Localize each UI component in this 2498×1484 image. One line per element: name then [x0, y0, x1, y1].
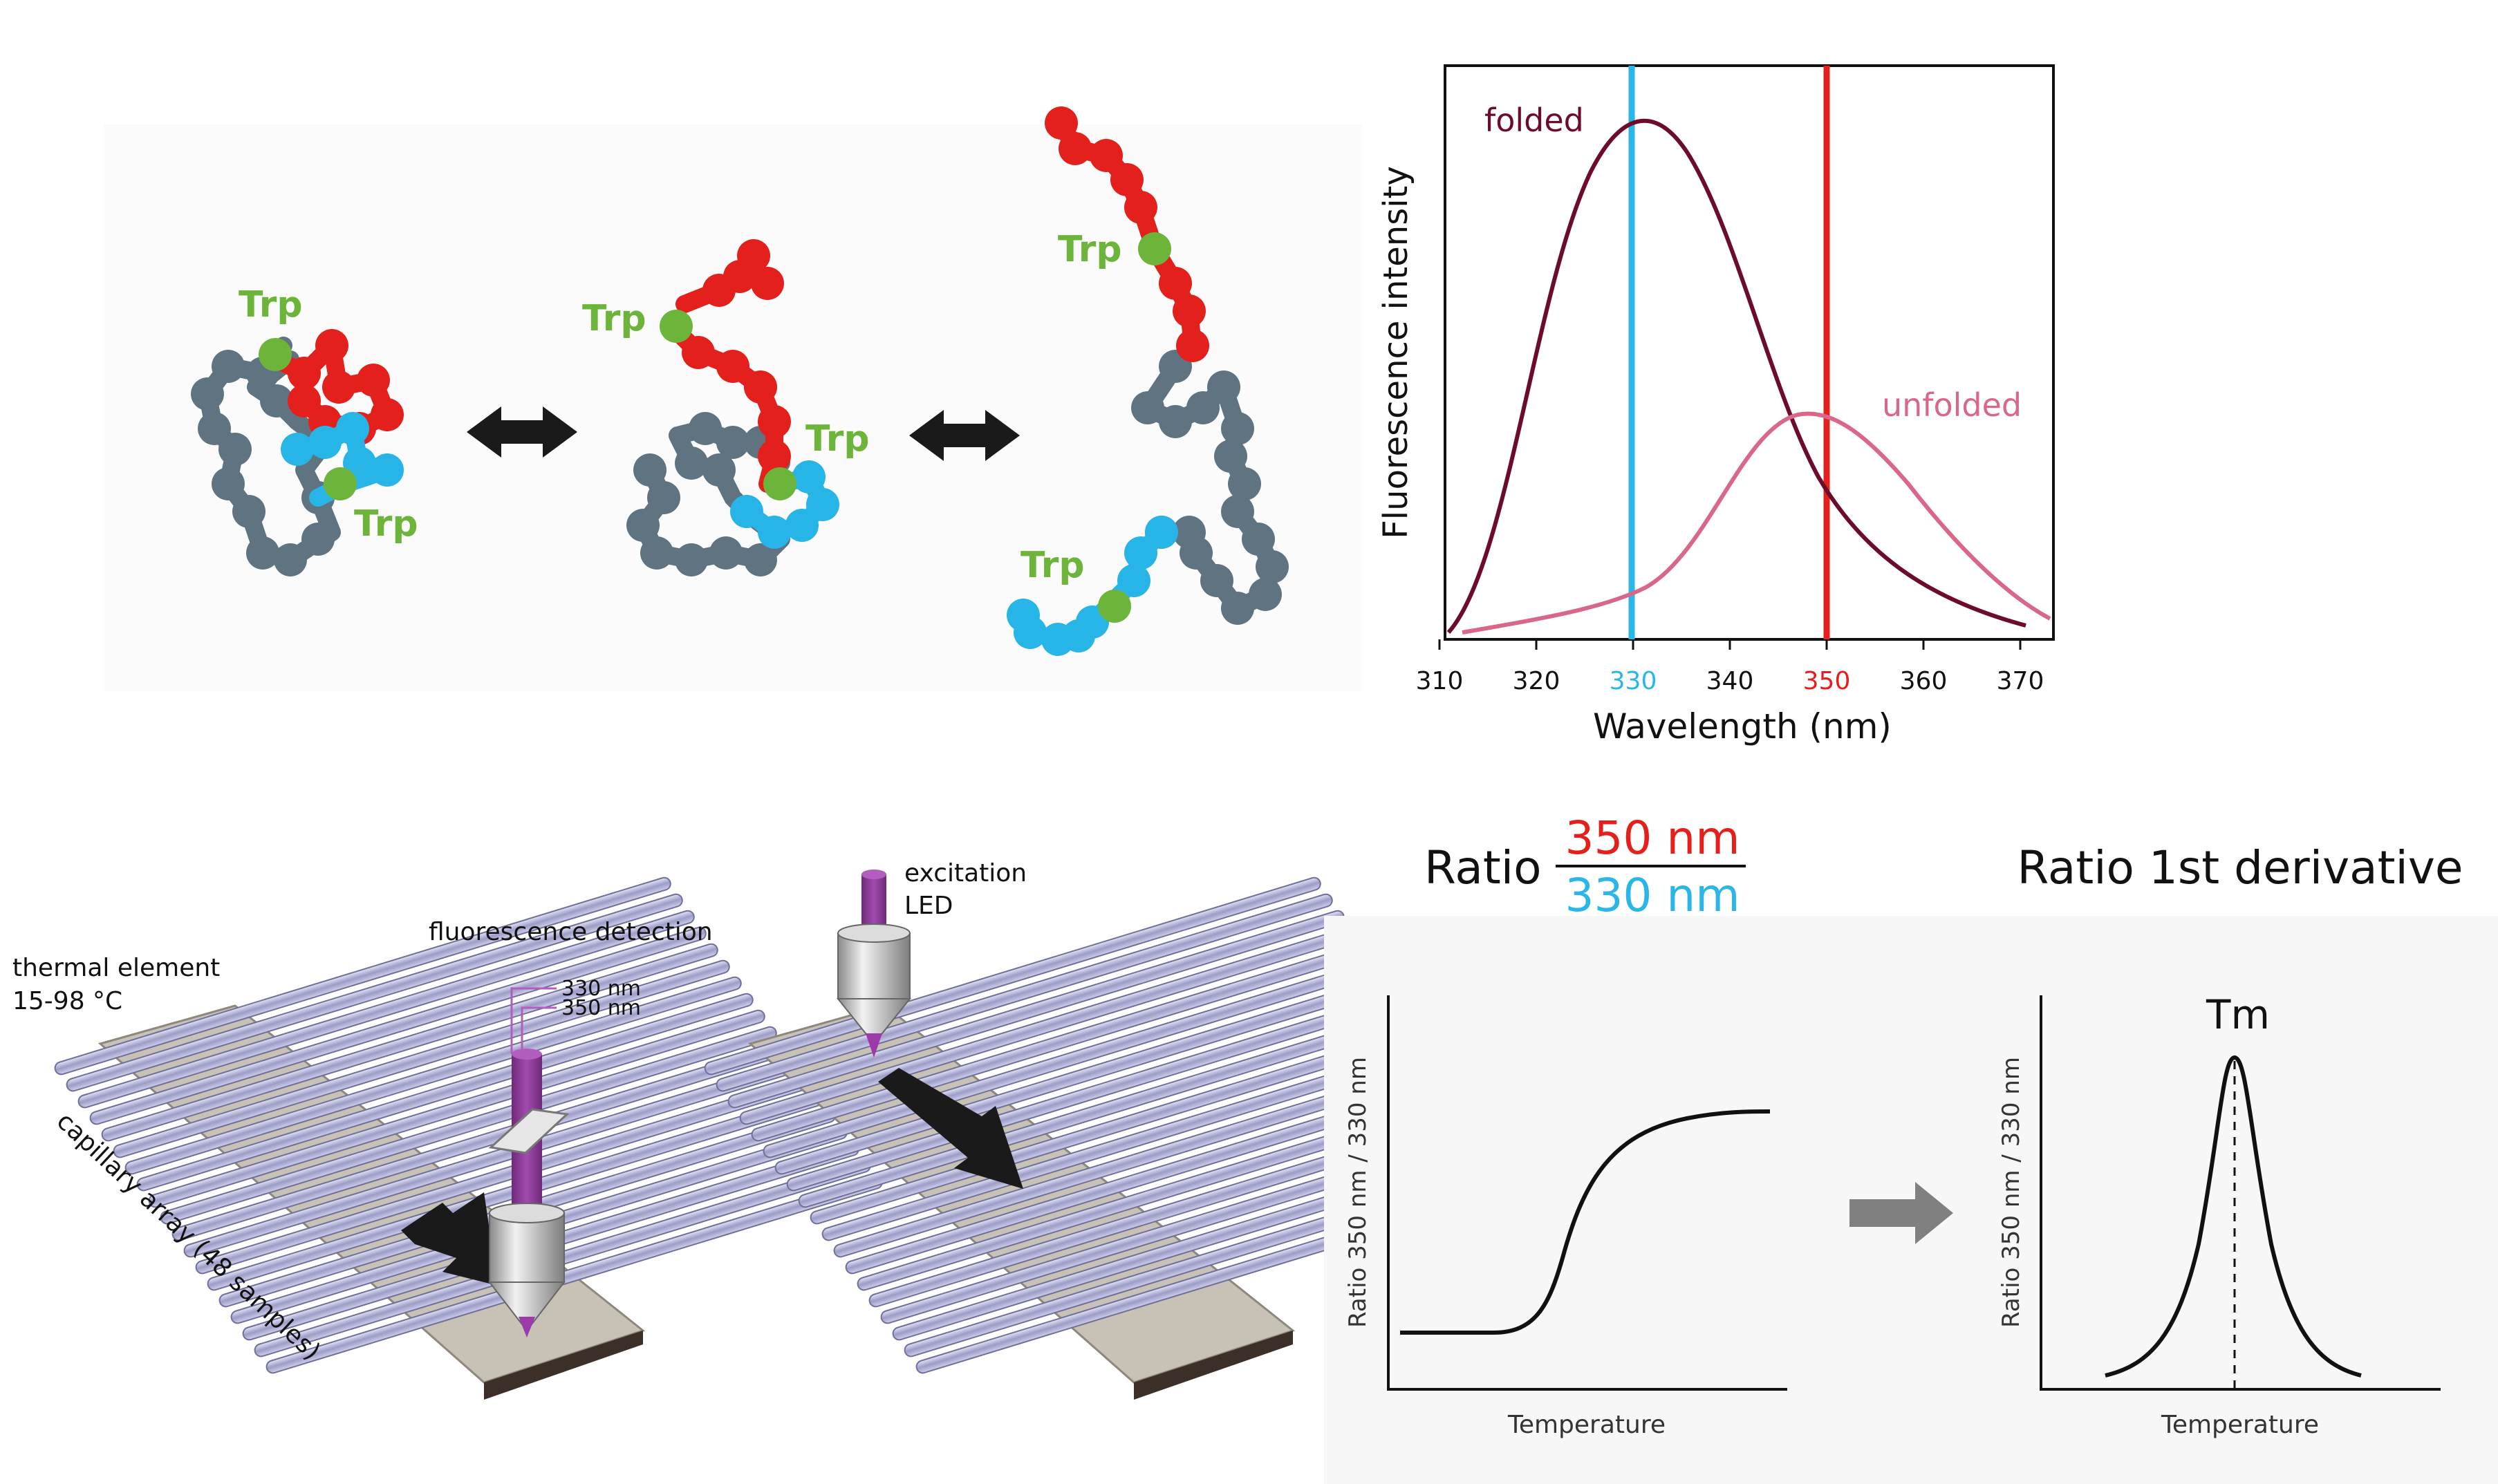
- excitation-objective-tip: [836, 998, 912, 1045]
- unfolded-grey-beads: [1131, 350, 1289, 625]
- folded-blue-beads: [281, 412, 404, 487]
- thermal-element-label: thermal element: [12, 954, 220, 982]
- x-tick-330: 330: [1610, 667, 1657, 695]
- unfolded-spectrum-curve: [1462, 411, 2051, 635]
- intermediate-grey-beads: [626, 412, 777, 576]
- derivative-plot-axes: [2040, 995, 2441, 1391]
- trp-residue-1: [259, 338, 292, 371]
- spectrum-plot-frame: [1444, 64, 2055, 641]
- derivative-plot: Tm Ratio 350 nm / 330 nm Temperature: [1997, 991, 2441, 1439]
- ratio-word: Ratio: [1424, 841, 1541, 894]
- x-tick-310: 310: [1416, 667, 1464, 695]
- excitation-beam: [861, 874, 886, 933]
- detection-beam-top: [512, 1049, 542, 1060]
- folded-spectrum-curve: [1446, 118, 2026, 634]
- trp-residue-3: [660, 310, 693, 343]
- ratio-plot-y-label: Ratio 350 nm / 330 nm: [1344, 1057, 1372, 1328]
- emission-path-350: [521, 1006, 557, 1054]
- derivative-peak-curve: [2105, 1055, 2362, 1378]
- trp-label-3: Trp: [582, 298, 646, 339]
- spectrum-y-axis-label: Fluorescence intensity: [1377, 166, 1415, 539]
- excitation-objective: [837, 932, 911, 999]
- trp-label-1: Trp: [239, 284, 303, 326]
- trp-label-2: Trp: [354, 503, 418, 545]
- trp-residue-2: [324, 467, 357, 500]
- unfolded-red-beads: [1045, 106, 1209, 362]
- dichroic-mirror: [488, 1108, 570, 1154]
- ratio-header: Ratio 350 nm 330 nm Ratio 1st derivative: [1424, 811, 2463, 922]
- derivative-plot-x-label: Temperature: [2161, 1411, 2319, 1439]
- folded-protein: Trp Trp: [191, 284, 418, 576]
- fluorescence-detection-label: fluorescence detection: [429, 918, 713, 946]
- thermal-element-base: [484, 1331, 643, 1400]
- derivative-title: Ratio 1st derivative: [2017, 841, 2463, 894]
- ratio-plot-x-label: Temperature: [1507, 1411, 1666, 1439]
- instrument-excitation: excitation LED: [704, 859, 1533, 1400]
- x-tick-340: 340: [1706, 667, 1754, 695]
- detection-objective-tip: [487, 1281, 566, 1332]
- intermediate-red-beads: [682, 239, 791, 473]
- trp-label-6: Trp: [1020, 545, 1085, 586]
- x-tick-350: 350: [1803, 667, 1851, 695]
- intermediate-protein: Trp Trp: [582, 239, 870, 576]
- ratio-sigmoid-curve: [1400, 1109, 1771, 1335]
- trp-label-5: Trp: [1058, 229, 1122, 270]
- trp-residue-6: [1098, 590, 1131, 623]
- x-tick-370: 370: [1997, 667, 2044, 695]
- transform-arrow: [1849, 1182, 1953, 1244]
- trp-residue-5: [1138, 232, 1171, 265]
- unfolded-blue-beads: [1007, 516, 1178, 656]
- unfolded-label: unfolded: [1882, 386, 2022, 424]
- scan-direction-arrow-left: [401, 1192, 498, 1286]
- wavelength-350-label: 350 nm: [561, 996, 641, 1020]
- excitation-label-line1: excitation: [904, 859, 1027, 887]
- trp-label-4: Trp: [805, 418, 870, 460]
- detection-spot: [519, 1317, 535, 1337]
- equilibrium-arrow-2: [909, 410, 1020, 461]
- spectrum-x-ticks: 310 320 330 340 350 360 370: [1416, 639, 2044, 695]
- ratio-plot-axes: [1387, 995, 1787, 1391]
- spectrum-x-axis-label: Wavelength (nm): [1593, 706, 1892, 746]
- ratio-denominator: 330 nm: [1565, 869, 1740, 922]
- capillary-array-left: [54, 876, 883, 1374]
- tm-label: Tm: [2206, 991, 2270, 1038]
- folded-label: folded: [1484, 102, 1584, 139]
- wavelength-330-label: 330 nm: [561, 977, 641, 1001]
- excitation-label-line2: LED: [904, 892, 953, 920]
- equilibrium-arrow-1: [467, 406, 577, 458]
- ratio-plot: Ratio 350 nm / 330 nm Temperature: [1344, 995, 1787, 1439]
- detection-objective-top: [489, 1203, 565, 1223]
- folded-grey-beads: [191, 350, 335, 576]
- intermediate-blue-beads: [730, 460, 839, 549]
- excitation-spot: [866, 1033, 882, 1058]
- trp-residue-4: [763, 467, 796, 500]
- derivative-plot-y-label: Ratio 350 nm / 330 nm: [1997, 1057, 2025, 1328]
- scan-direction-arrow-right: [878, 1068, 1023, 1189]
- emission-path-330: [510, 987, 557, 1054]
- unfolded-protein: Trp Trp: [1007, 106, 1289, 656]
- thermal-range-label: 15-98 °C: [12, 987, 122, 1015]
- instrument-detection: 330 nm 350 nm fluorescence detection the…: [12, 876, 883, 1400]
- x-tick-360: 360: [1900, 667, 1948, 695]
- spectrum-chart: folded unfolded Fluorescence intensity 3…: [1377, 64, 2055, 746]
- ratio-numerator: 350 nm: [1565, 811, 1740, 865]
- ratio-plots: Ratio 350 nm / 330 nm Temperature Tm Rat…: [1324, 916, 2498, 1484]
- protein-panel: Trp Trp: [104, 106, 1362, 691]
- detection-objective: [489, 1212, 565, 1283]
- thermal-element-base-2: [1134, 1331, 1293, 1400]
- excitation-beam-top: [861, 870, 886, 879]
- x-tick-320: 320: [1513, 667, 1560, 695]
- excitation-objective-top: [837, 923, 911, 943]
